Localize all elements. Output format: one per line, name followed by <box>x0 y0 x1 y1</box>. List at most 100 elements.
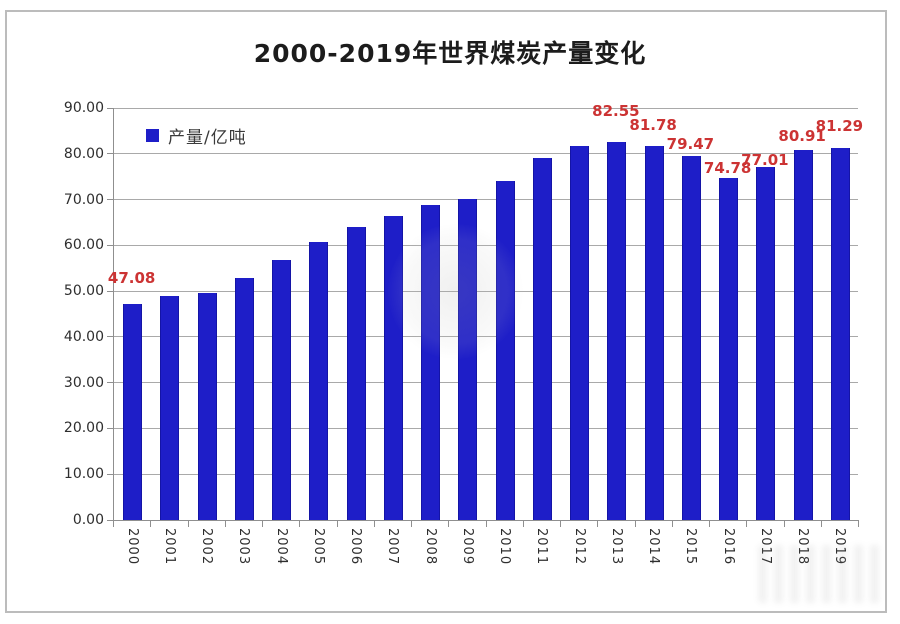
legend-label: 产量/亿吨 <box>168 128 247 148</box>
y-tick-label: 0.00 <box>72 512 104 528</box>
chart-title: 2000-2019年世界煤炭产量变化 <box>253 39 647 68</box>
bar-value-label: 81.78 <box>629 115 677 134</box>
x-axis-tick <box>411 521 412 527</box>
x-tick-label: 2012 <box>571 528 587 566</box>
bar <box>644 145 664 520</box>
x-tick-label: 2005 <box>310 528 326 566</box>
x-tick-label: 2016 <box>720 528 736 566</box>
gridline <box>113 244 858 246</box>
bar <box>756 167 776 520</box>
x-tick-label: 2014 <box>646 528 662 566</box>
y-axis-tick <box>107 290 113 292</box>
x-tick-label: 2015 <box>683 528 699 566</box>
bar <box>383 216 403 520</box>
y-axis-tick <box>107 382 113 384</box>
x-axis-tick <box>373 521 375 527</box>
bar <box>123 304 143 520</box>
y-axis-tick <box>107 244 113 246</box>
bar-value-label: 74.78 <box>703 158 752 177</box>
x-axis-tick <box>858 521 859 527</box>
y-axis-tick <box>107 519 113 521</box>
x-axis-tick <box>485 521 487 527</box>
x-tick-label: 2004 <box>273 528 289 566</box>
bar-value-label: 81.29 <box>815 116 864 135</box>
gridline <box>113 199 858 201</box>
x-tick-label: 2009 <box>459 528 475 566</box>
bar <box>719 177 739 520</box>
bar <box>197 293 217 520</box>
x-axis-tick <box>783 521 785 527</box>
x-axis-tick <box>336 521 338 527</box>
x-tick-label: 2010 <box>497 528 513 566</box>
y-axis-tick <box>107 199 113 201</box>
x-axis-line <box>113 520 859 521</box>
x-tick-label: 2001 <box>161 528 177 566</box>
bar <box>309 242 329 520</box>
x-axis-tick <box>522 521 524 527</box>
y-tick-label: 80.00 <box>63 145 104 162</box>
bar-value-label: 82.55 <box>592 102 640 121</box>
y-tick-label: 90.00 <box>63 100 104 116</box>
x-tick-label: 2007 <box>385 528 401 566</box>
y-tick-label: 60.00 <box>63 237 104 254</box>
y-axis-tick <box>107 473 113 475</box>
y-tick-label: 70.00 <box>63 191 104 208</box>
y-tick-label: 40.00 <box>63 328 104 345</box>
x-tick-label: 2008 <box>422 528 438 566</box>
y-tick-label: 50.00 <box>63 283 104 300</box>
bar <box>681 156 701 520</box>
x-tick-label: 2013 <box>608 528 624 566</box>
x-axis-tick <box>187 521 189 527</box>
legend-swatch-icon <box>146 129 159 142</box>
bar <box>160 296 180 520</box>
gridline <box>113 153 858 155</box>
y-tick-label: 10.00 <box>63 466 104 483</box>
bar <box>234 278 254 520</box>
gridline <box>113 427 858 429</box>
bar-value-label: 79.47 <box>666 135 715 154</box>
watermark-text-ghost <box>758 545 880 603</box>
y-axis-tick <box>107 107 113 109</box>
gridline <box>113 382 858 384</box>
y-axis-tick <box>107 427 113 429</box>
bar <box>346 227 366 520</box>
gridline <box>113 290 858 292</box>
bar-value-label: 77.01 <box>741 151 789 170</box>
gridline <box>113 336 858 338</box>
bar <box>830 147 850 520</box>
chart-outer-border <box>5 10 887 613</box>
x-axis-tick <box>560 521 561 527</box>
x-axis-tick <box>820 521 822 527</box>
x-tick-label: 2006 <box>348 528 364 566</box>
x-axis-tick <box>709 521 710 527</box>
x-tick-label: 2000 <box>124 528 140 566</box>
gridline <box>113 473 858 475</box>
y-tick-label: 20.00 <box>63 420 104 437</box>
bar-value-label: 80.91 <box>778 126 826 145</box>
bar-value-label: 47.08 <box>107 269 156 288</box>
x-axis-tick <box>299 521 301 527</box>
y-axis-tick <box>107 153 113 155</box>
gridline <box>113 107 858 109</box>
x-tick-label: 2011 <box>534 528 550 566</box>
x-axis-tick <box>262 521 263 527</box>
bar <box>532 158 552 520</box>
y-tick-label: 30.00 <box>63 374 104 391</box>
y-axis-tick <box>107 336 113 338</box>
bar <box>495 181 515 520</box>
y-axis-line <box>113 108 114 520</box>
x-axis-tick <box>634 521 636 527</box>
bar <box>272 259 292 520</box>
x-axis-tick <box>597 521 599 527</box>
x-axis-tick <box>113 521 114 527</box>
x-axis-tick <box>224 521 226 527</box>
x-axis-tick <box>746 521 748 527</box>
x-tick-label: 2003 <box>236 528 252 566</box>
bar <box>570 146 590 520</box>
bar <box>421 204 441 520</box>
x-tick-label: 2002 <box>199 528 215 566</box>
bar <box>793 149 813 520</box>
x-axis-tick <box>150 521 152 527</box>
bar <box>607 142 627 520</box>
